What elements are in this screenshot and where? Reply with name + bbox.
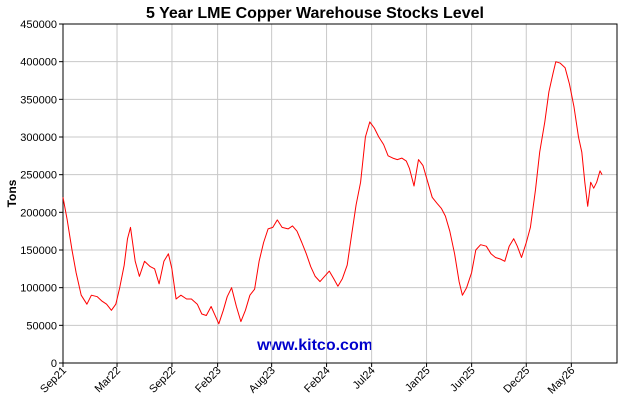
- grid-lines: [63, 24, 617, 363]
- plot-area-border: [63, 24, 617, 363]
- chart-title: 5 Year LME Copper Warehouse Stocks Level: [146, 5, 484, 22]
- x-tick-label: Sep22: [147, 365, 178, 396]
- y-tick-label: 50000: [26, 320, 57, 332]
- watermark-text: www.kitco.com: [256, 337, 373, 354]
- x-axis-ticks: Sep21 Mar22 Sep22 Feb23 Aug23 Feb24 Jul24 Jan25…: [38, 363, 577, 396]
- x-tick-label: Jan25: [403, 365, 433, 395]
- y-tick-label: 100000: [20, 283, 57, 295]
- x-tick-label: Feb23: [193, 365, 224, 396]
- y-tick-label: 200000: [20, 207, 57, 219]
- series-group: [63, 62, 602, 324]
- y-tick-label: 150000: [20, 245, 57, 257]
- y-tick-label: 400000: [20, 57, 57, 69]
- x-tick-label: Feb24: [302, 365, 333, 396]
- x-tick-label: Dec25: [501, 365, 532, 396]
- y-tick-label: 450000: [20, 19, 57, 31]
- x-tick-label: Mar22: [93, 365, 124, 396]
- x-tick-label: Aug23: [247, 365, 278, 396]
- x-tick-label: May26: [546, 365, 578, 397]
- y-axis-label: Tons: [5, 179, 19, 207]
- y-tick-label: 250000: [20, 170, 57, 182]
- series-line: [63, 62, 602, 324]
- x-tick-label: Jun25: [448, 365, 478, 395]
- y-tick-label: 300000: [20, 132, 57, 144]
- y-axis-ticks: 0500001000001500002000002500003000003500…: [20, 19, 63, 370]
- y-tick-label: 350000: [20, 94, 57, 106]
- x-tick-label: Jul24: [351, 365, 378, 392]
